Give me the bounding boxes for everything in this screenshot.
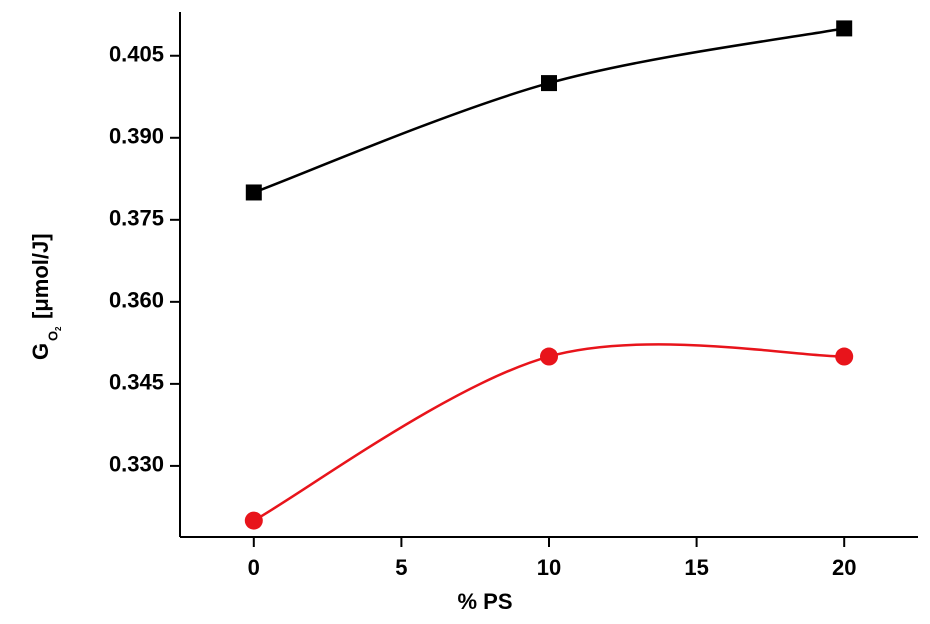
y-axis-label: G O 2 [μmol/J] [28,233,63,360]
y-tick-label: 0.330 [109,452,164,477]
y-tick-label: 0.375 [109,206,164,231]
marker [540,347,558,366]
marker [244,511,263,530]
x-tick-label: 10 [537,555,561,580]
x-tick-label: 5 [395,555,407,580]
y-label-subsubscript: 2 [54,326,63,331]
x-tick-label: 0 [248,555,260,580]
marker [245,184,262,201]
y-tick-label: 0.345 [109,370,164,395]
marker [541,75,557,92]
x-tick-label: 15 [684,555,708,580]
series-line [253,27,845,194]
marker [835,347,854,366]
y-label-symbol: G [28,343,53,360]
y-label-subscript: O [45,331,60,341]
x-tick-label: 20 [832,555,856,580]
y-tick-label: 0.390 [109,124,164,149]
y-tick-label: 0.360 [109,288,164,313]
marker [836,20,853,37]
y-tick-label: 0.405 [109,42,164,67]
x-axis-label: % PS [457,589,512,614]
y-label-unit: [μmol/J] [28,233,53,319]
series-line [253,343,845,522]
